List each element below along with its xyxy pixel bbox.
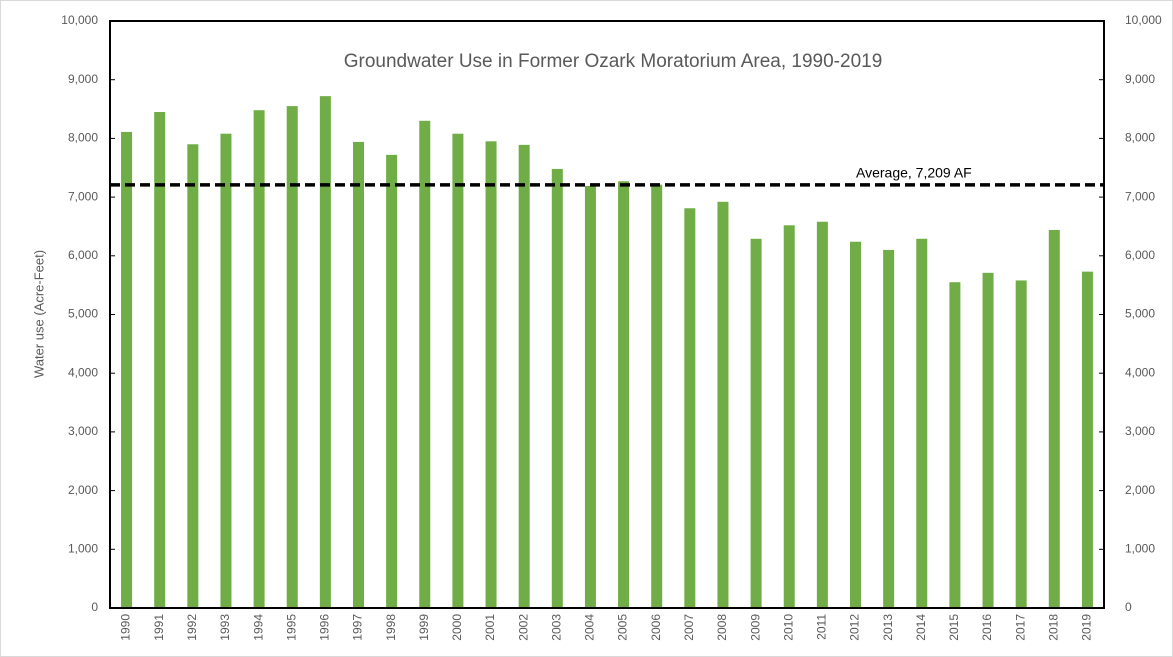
- bar: [353, 141, 364, 608]
- bar: [253, 110, 265, 608]
- bar: [1081, 271, 1093, 608]
- x-tick-label: 2007: [682, 614, 696, 641]
- bar: [816, 221, 828, 608]
- x-tick-label: 2000: [450, 614, 464, 641]
- bar: [452, 133, 464, 609]
- y-tick-label: 10,000: [61, 13, 98, 27]
- x-tick-label: 2017: [1013, 614, 1027, 641]
- x-tick-label: 2015: [947, 614, 961, 641]
- bar: [485, 141, 497, 608]
- bar: [419, 120, 431, 608]
- y-tick-label: 7,000: [68, 189, 98, 203]
- x-tick-label: 2005: [616, 614, 630, 641]
- x-tick-label: 1997: [351, 614, 365, 641]
- x-tick-label: 2018: [1046, 614, 1060, 641]
- x-tick-label: 2001: [483, 614, 497, 641]
- bar: [187, 144, 199, 608]
- bar: [154, 111, 166, 609]
- x-tick-label: 2010: [781, 614, 795, 641]
- x-tick-label: 2002: [516, 614, 530, 641]
- average-label: Average, 7,209 AF: [856, 165, 972, 181]
- bar: [916, 238, 928, 609]
- x-tick-label: 2006: [649, 614, 663, 641]
- bar: [783, 225, 795, 608]
- x-tick-label: 2019: [1080, 614, 1094, 641]
- bar: [551, 168, 563, 608]
- y2-tick-label: 6,000: [1125, 248, 1155, 262]
- bar: [584, 185, 596, 608]
- bar: [319, 96, 331, 609]
- y-tick-label: 3,000: [68, 424, 98, 438]
- bar: [750, 238, 762, 609]
- y-tick-label: 5,000: [68, 307, 98, 321]
- y2-tick-label: 1,000: [1125, 541, 1155, 555]
- bar: [1015, 280, 1027, 608]
- x-tick-label: 2004: [583, 614, 597, 641]
- x-tick-label: 1993: [218, 614, 232, 641]
- x-tick-label: 2009: [748, 614, 762, 641]
- bar: [386, 154, 398, 608]
- x-tick-label: 1991: [152, 614, 166, 641]
- y-tick-label: 2,000: [68, 483, 98, 497]
- y-axis-label: Water use (Acre-Feet): [31, 250, 46, 378]
- y-tick-label: 4,000: [68, 365, 98, 379]
- x-tick-label: 2012: [848, 614, 862, 641]
- plot-frame: [109, 20, 1105, 609]
- y2-tick-label: 9,000: [1125, 72, 1155, 86]
- y2-tick-label: 4,000: [1125, 365, 1155, 379]
- bar: [684, 208, 696, 609]
- x-tick-label: 1994: [251, 614, 265, 641]
- bar: [883, 249, 895, 608]
- y2-tick-label: 10,000: [1125, 13, 1162, 27]
- bar: [121, 131, 133, 608]
- y-tick-label: 8,000: [68, 131, 98, 145]
- x-tick-label: 1998: [384, 614, 398, 641]
- x-tick-label: 2013: [881, 614, 895, 641]
- bar: [717, 201, 729, 608]
- x-tick-label: 2011: [815, 614, 829, 640]
- x-tick-label: 2014: [914, 614, 928, 641]
- y2-tick-label: 5,000: [1125, 307, 1155, 321]
- y2-tick-label: 8,000: [1125, 131, 1155, 145]
- bar: [651, 184, 663, 608]
- x-tick-label: 2008: [715, 614, 729, 641]
- y2-tick-label: 7,000: [1125, 189, 1155, 203]
- chart-title: Groundwater Use in Former Ozark Moratori…: [344, 51, 883, 72]
- bar: [1048, 229, 1060, 609]
- bar: [286, 106, 298, 609]
- bar: [518, 144, 530, 608]
- y-tick-label: 9,000: [68, 72, 98, 86]
- x-tick-label: 1995: [284, 614, 298, 641]
- x-tick-label: 2016: [980, 614, 994, 641]
- bar: [850, 241, 861, 608]
- y-tick-label: 0: [91, 600, 98, 614]
- x-tick-label: 1990: [119, 614, 133, 641]
- x-tick-label: 1996: [318, 614, 332, 641]
- y2-tick-label: 2,000: [1125, 483, 1155, 497]
- bar: [982, 272, 994, 608]
- x-tick-label: 2003: [549, 614, 563, 641]
- y2-tick-label: 0: [1125, 600, 1132, 614]
- y-tick-label: 1,000: [68, 541, 98, 555]
- bar: [618, 181, 630, 608]
- bar: [949, 282, 961, 608]
- x-tick-label: 1999: [417, 614, 431, 641]
- bar: [220, 133, 232, 609]
- y2-tick-label: 3,000: [1125, 424, 1155, 438]
- y-tick-label: 6,000: [68, 248, 98, 262]
- x-tick-label: 1992: [185, 614, 199, 641]
